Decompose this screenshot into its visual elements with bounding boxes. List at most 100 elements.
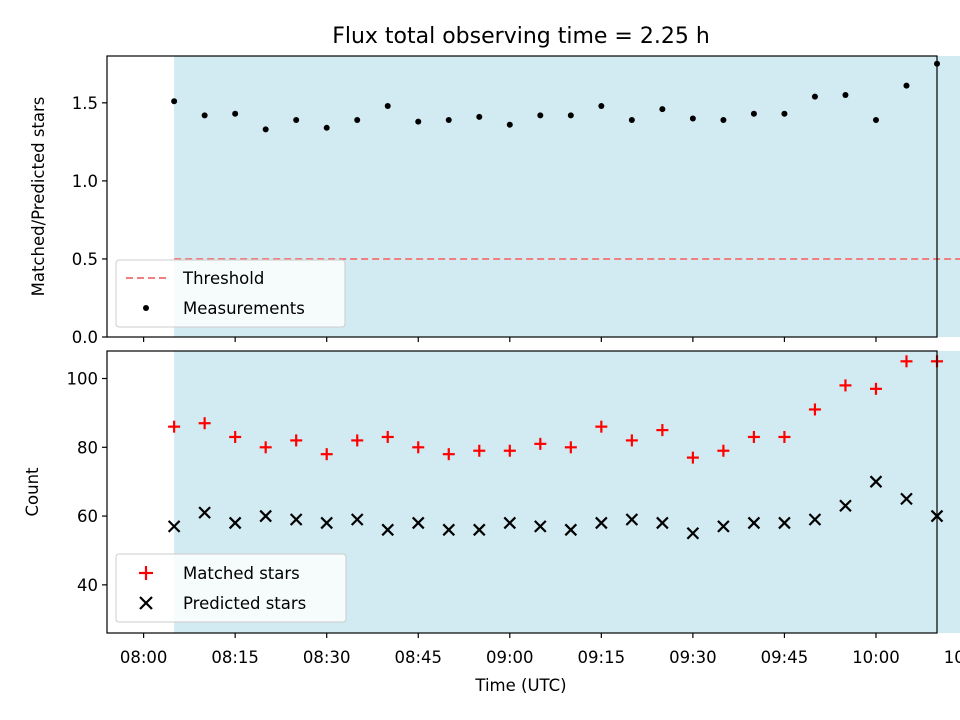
measurement-point — [872, 117, 879, 124]
top-measurement-points — [171, 60, 940, 133]
measurement-point — [659, 106, 666, 113]
predicted-star-point — [289, 513, 303, 526]
x-tick-label: 10:00 — [852, 648, 900, 667]
y-tick-label: 40 — [77, 576, 98, 595]
matched-star-point — [808, 403, 821, 416]
matched-star-point — [381, 430, 394, 443]
y-tick-label: 0.5 — [72, 250, 98, 269]
matched-star-point — [473, 444, 486, 457]
matched-star-point — [839, 379, 852, 392]
bottom-y-axis-label: Count — [23, 467, 42, 517]
top-y-ticks: 0.0 0.5 1.0 1.5 — [72, 94, 107, 347]
predicted-marker-b — [808, 513, 822, 526]
matched-star-point — [503, 444, 516, 457]
matched-star-point — [290, 434, 303, 447]
matched-star-point — [625, 434, 638, 447]
bottom-y-ticks: 40 60 80 100 — [67, 370, 107, 595]
measurement-point — [567, 112, 574, 119]
matched-star-point — [595, 420, 608, 433]
top-y-axis-label: Matched/Predicted stars — [29, 97, 48, 297]
measurement-point — [628, 117, 635, 124]
x-tick-label: 08:45 — [394, 648, 442, 667]
measurement-point — [720, 117, 727, 124]
predicted-star-point — [839, 499, 852, 513]
legend-measurements-label: Measurements — [183, 299, 305, 318]
measurement-point — [842, 92, 849, 99]
bottom-matched-points — [168, 355, 943, 464]
bottom-axes-frame — [106, 350, 938, 634]
matched-star-point — [656, 424, 669, 437]
predicted-marker-b — [350, 513, 364, 526]
predicted-star-point — [564, 523, 578, 537]
measurement-point — [476, 113, 483, 120]
predicted-marker-b — [289, 513, 303, 526]
top-legend: Threshold Measurements — [115, 259, 346, 328]
x-tick-label: 09:15 — [578, 648, 626, 667]
measurement-point — [171, 98, 178, 105]
x-axis-label: Time (UTC) — [474, 676, 566, 695]
predicted-marker-b — [198, 506, 211, 519]
predicted-star-point — [778, 516, 791, 530]
predicted-star-point — [228, 516, 242, 530]
legend-matched-marker — [139, 566, 153, 580]
legend-matched-label: Matched stars — [183, 564, 300, 583]
x-tick-label: 08:15 — [211, 648, 259, 667]
matched-star-point — [229, 430, 242, 443]
predicted-marker-b — [503, 516, 517, 530]
predicted-star-point — [381, 523, 395, 537]
predicted-marker-b — [411, 516, 425, 530]
predicted-marker-b — [564, 523, 578, 537]
predicted-star-point — [686, 526, 700, 540]
measurement-point — [750, 110, 757, 117]
predicted-star-point — [411, 516, 425, 530]
bottom-x-ticks: 08:00 08:15 08:30 08:45 09:00 09:15 09:30 09:45… — [120, 633, 960, 667]
measurement-point — [354, 117, 361, 124]
matched-star-point — [900, 355, 913, 368]
bottom-legend-box — [115, 553, 347, 623]
predicted-star-point — [534, 520, 547, 533]
predicted-star-point — [473, 523, 486, 537]
measurement-point — [323, 124, 330, 131]
predicted-star-point — [808, 513, 822, 526]
top-panel: 0.0 0.5 1.0 1.5 Matched/Predicted stars Thr… — [29, 55, 960, 347]
predicted-star-point — [747, 516, 761, 530]
matched-star-point — [717, 444, 730, 457]
x-tick-label: 09:30 — [669, 648, 717, 667]
predicted-star-point — [625, 513, 639, 526]
predicted-marker-b — [473, 523, 486, 537]
x-tick-label: 08:00 — [120, 648, 168, 667]
predicted-marker-b — [442, 523, 456, 537]
matched-star-point — [686, 451, 699, 464]
predicted-marker-b — [747, 516, 761, 530]
y-tick-label: 0.0 — [72, 328, 98, 347]
predicted-marker-b — [717, 520, 730, 533]
matched-star-point — [778, 430, 791, 443]
predicted-star-point — [503, 516, 517, 530]
predicted-star-point — [167, 520, 181, 533]
measurement-point — [781, 110, 788, 117]
predicted-star-point — [320, 516, 333, 530]
measurement-point — [445, 117, 452, 124]
predicted-star-point — [717, 520, 730, 533]
measurement-point — [415, 118, 422, 125]
predicted-marker-b — [534, 520, 547, 533]
x-tick-label: 10:15 — [944, 648, 960, 667]
chart-title: Flux total observing time = 2.25 h — [332, 24, 710, 49]
bottom-panel: 40 60 80 100 08:00 08:15 08:30 08:45 09:00 09:15… — [23, 350, 960, 695]
predicted-star-point — [198, 506, 211, 519]
measurement-point — [811, 93, 818, 100]
y-tick-label: 1.0 — [72, 172, 98, 191]
matched-star-point — [259, 441, 272, 454]
measurement-point — [293, 117, 300, 124]
predicted-marker-b — [381, 523, 395, 537]
top-legend-box — [115, 259, 346, 328]
bottom-legend: Matched stars Predicted stars — [115, 553, 347, 623]
predicted-star-point — [869, 475, 883, 488]
legend-predicted-marker — [139, 596, 153, 610]
measurement-point — [598, 102, 605, 109]
legend-predicted-label: Predicted stars — [183, 594, 306, 613]
matched-star-point — [747, 430, 760, 443]
y-tick-label: 100 — [67, 370, 99, 389]
x-tick-label: 09:45 — [761, 648, 809, 667]
predicted-marker-b — [869, 475, 883, 488]
